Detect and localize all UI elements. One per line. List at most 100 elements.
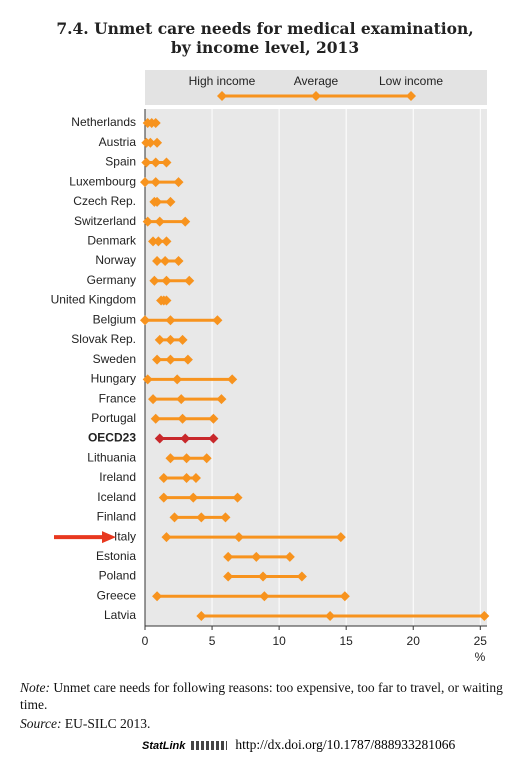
legend-marker — [406, 91, 416, 101]
data-point — [165, 196, 176, 207]
data-point — [196, 611, 207, 621]
x-tick-label: 5 — [209, 634, 216, 648]
legend-label: Low income — [379, 74, 443, 88]
data-point — [165, 315, 176, 326]
data-point — [220, 512, 231, 523]
data-point — [154, 334, 165, 345]
x-tick-label: 0 — [142, 634, 149, 648]
y-tick-label: Belgium — [93, 312, 136, 326]
arrow-head — [102, 531, 116, 544]
data-point — [161, 275, 172, 286]
data-point — [180, 216, 191, 227]
data-point — [154, 216, 165, 227]
data-point — [154, 433, 165, 444]
data-point — [259, 591, 270, 602]
data-point — [208, 433, 219, 444]
data-point — [251, 551, 262, 562]
data-point — [325, 611, 336, 621]
note-label: Note: — [20, 680, 50, 695]
data-point — [165, 334, 176, 345]
data-point — [173, 177, 184, 188]
data-point — [153, 236, 164, 247]
data-point — [152, 196, 163, 207]
y-tick-label: Switzerland — [74, 214, 136, 228]
data-point — [176, 394, 187, 405]
data-point — [149, 275, 160, 286]
legend-marker — [217, 91, 227, 101]
data-point — [161, 157, 172, 168]
data-point — [212, 315, 223, 326]
data-point — [208, 413, 219, 424]
plot-area — [145, 109, 487, 626]
chart-title: by income level, 2013 — [171, 38, 359, 57]
data-point — [216, 394, 227, 405]
legend-marker — [311, 91, 321, 101]
legend-label: Average — [294, 74, 339, 88]
y-tick-label: Iceland — [97, 490, 136, 504]
y-tick-label: Spain — [105, 155, 136, 169]
statlink: StatLink http://dx.doi.org/10.1787/888933… — [142, 737, 455, 753]
x-tick-label: 20 — [407, 634, 421, 648]
data-point — [177, 413, 188, 424]
y-tick-label: Greece — [97, 588, 137, 602]
data-point — [152, 137, 163, 148]
data-point — [141, 157, 152, 168]
data-point — [150, 118, 161, 128]
source-label: Source: — [20, 716, 62, 731]
y-tick-label: Denmark — [87, 233, 137, 247]
y-tick-label: Ireland — [99, 470, 136, 484]
data-point — [161, 236, 172, 247]
source: Source: EU-SILC 2013. — [20, 715, 516, 732]
data-point — [152, 256, 163, 267]
chart-title: 7.4. Unmet care needs for medical examin… — [56, 19, 473, 38]
data-point — [160, 256, 171, 267]
data-point — [184, 275, 195, 286]
data-point — [140, 315, 150, 326]
data-point — [148, 394, 159, 405]
x-tick-label: 15 — [339, 634, 353, 648]
y-tick-label: Lithuania — [87, 450, 136, 464]
data-point — [161, 295, 172, 306]
y-tick-label: Czech Rep. — [73, 194, 136, 208]
data-point — [172, 374, 183, 385]
x-tick-label: 10 — [272, 634, 286, 648]
y-tick-label: United Kingdom — [51, 293, 136, 307]
data-point — [148, 236, 159, 247]
y-tick-label: Italy — [114, 529, 136, 543]
data-point — [165, 354, 176, 365]
data-point — [158, 472, 169, 483]
note: Note: Unmet care needs for following rea… — [20, 679, 516, 713]
data-point — [232, 492, 243, 503]
y-tick-label: Hungary — [91, 372, 136, 386]
data-point — [158, 492, 169, 503]
data-point — [165, 453, 176, 464]
data-point — [180, 433, 191, 444]
data-point — [227, 374, 238, 385]
data-point — [150, 157, 161, 168]
y-tick-label: Slovak Rep. — [71, 332, 136, 346]
x-tick-label: 25 — [474, 634, 488, 648]
chart: 7.4. Unmet care needs for medical examin… — [51, 19, 490, 664]
data-point — [150, 177, 161, 188]
data-point — [150, 413, 161, 424]
data-point — [173, 256, 184, 267]
data-point — [190, 472, 201, 483]
y-tick-label: Germany — [87, 273, 136, 287]
data-point — [201, 453, 212, 464]
data-point — [296, 571, 307, 582]
statlink-url[interactable]: http://dx.doi.org/10.1787/888933281066 — [235, 737, 456, 752]
y-tick-label: Estonia — [96, 549, 136, 563]
y-tick-label: Finland — [97, 510, 136, 524]
y-tick-label: Poland — [99, 569, 136, 583]
y-tick-label: Portugal — [91, 411, 136, 425]
y-tick-label: Norway — [95, 253, 136, 267]
data-point — [233, 532, 244, 543]
data-point — [152, 591, 163, 602]
data-point — [145, 137, 156, 148]
y-tick-label: France — [99, 391, 137, 405]
y-tick-label: Austria — [99, 135, 137, 149]
data-point — [181, 472, 192, 483]
data-point — [188, 492, 199, 503]
data-point — [142, 374, 153, 385]
source-text: EU-SILC 2013. — [64, 716, 151, 731]
